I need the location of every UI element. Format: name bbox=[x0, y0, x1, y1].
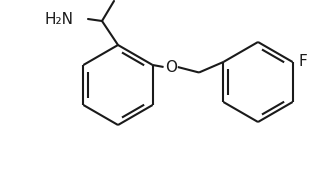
Text: H₂N: H₂N bbox=[45, 12, 74, 26]
Text: O: O bbox=[165, 60, 177, 75]
Text: F: F bbox=[299, 55, 307, 69]
